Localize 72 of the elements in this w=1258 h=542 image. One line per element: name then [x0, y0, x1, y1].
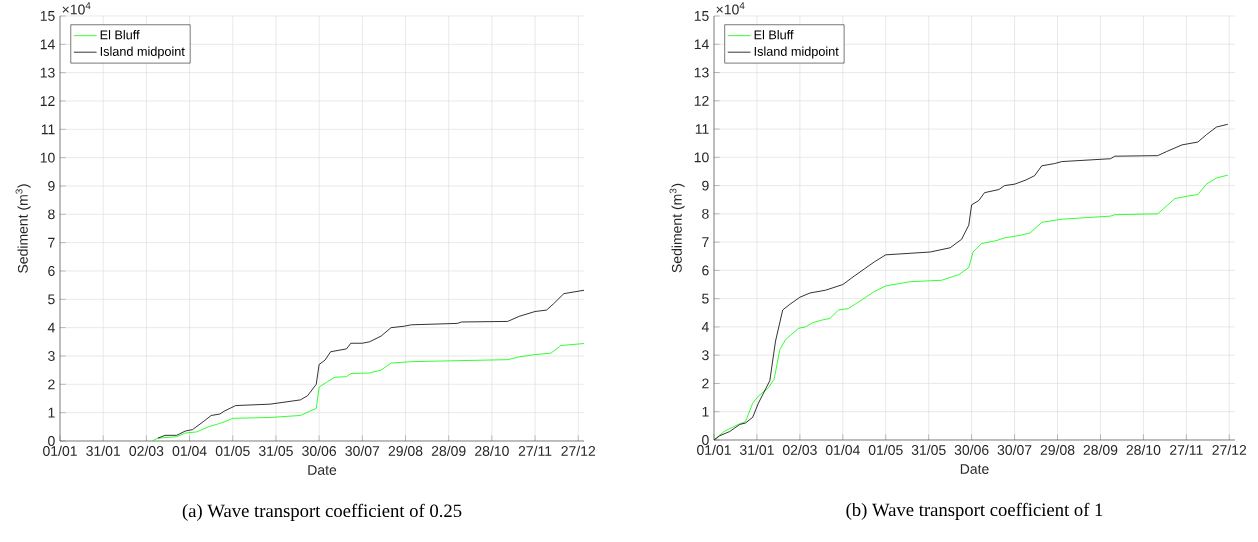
y-tick-label: 4	[701, 322, 709, 332]
legend-label: Island midpoint	[100, 46, 185, 59]
y-tick-label: 12	[40, 96, 55, 106]
text: ×10$^{4}$	[716, 2, 745, 15]
x-tick-label: 31/01	[86, 445, 121, 456]
x-axis-title: Date	[960, 464, 989, 474]
y-tick-label: 9	[702, 180, 709, 191]
x-tick-label: 27/11	[518, 445, 552, 456]
y-tick-label: 10	[40, 152, 55, 163]
y-tick-label: 8	[48, 209, 55, 220]
y-tick-label: 2	[48, 379, 55, 390]
y-tick-label: 11	[695, 124, 709, 134]
y-tick-label: 1	[702, 406, 709, 417]
y-tick-label: 8	[702, 208, 709, 219]
y-tick-label: 6	[702, 265, 709, 276]
y-tick-label: 7	[702, 237, 709, 247]
y-tick-label: 4	[47, 322, 55, 333]
x-tick-label: 01/05	[215, 445, 250, 456]
y-tick-label: 5	[702, 293, 709, 304]
y-tick-label: 7	[48, 237, 55, 248]
x-axis-title: Date	[308, 465, 337, 475]
x-tick-label: 01/04	[825, 444, 860, 455]
x-tick-label: 30/07	[345, 445, 380, 456]
x-tick-label: 01/01	[697, 444, 731, 455]
x-tick-label: 30/06	[954, 444, 989, 455]
y-tick-label: 15	[694, 11, 709, 21]
y-tick-label: 12	[694, 95, 709, 106]
y-tick-label: 11	[41, 124, 55, 135]
legend-label: El Bluff	[754, 30, 794, 40]
x-tick-label: 28/10	[1126, 444, 1161, 455]
y-tick-label: 0	[48, 436, 55, 446]
y-tick-label: 10	[694, 152, 709, 163]
x-tick-label: 01/05	[868, 444, 903, 455]
x-tick-label: 27/12	[1212, 444, 1247, 455]
y-tick-label: 5	[48, 294, 55, 305]
x-tick-label: 27/11	[1170, 444, 1203, 455]
line-series	[157, 289, 585, 439]
line-series	[151, 343, 585, 442]
x-tick-label: 02/03	[129, 445, 164, 456]
y-axis-title: Sediment (m$^{3}$)	[15, 184, 31, 273]
y-tick-label: 15	[40, 11, 55, 21]
x-tick-label: 02/03	[782, 444, 817, 455]
y-tick-label: 0	[702, 435, 709, 445]
x-tick-label: 29/08	[1040, 444, 1075, 455]
x-tick-label: 28/10	[475, 445, 509, 456]
y-tick-label: 14	[694, 39, 709, 50]
y-tick-label: 6	[48, 266, 55, 276]
y-tick-label: 1	[48, 407, 55, 418]
y-tick-label: 9	[48, 181, 55, 191]
y-tick-label: 3	[48, 351, 55, 361]
legend-label: El Bluff	[100, 30, 140, 40]
x-tick-label: 29/08	[388, 445, 423, 456]
x-tick-label: 01/04	[172, 445, 207, 456]
y-tick-label: 3	[702, 350, 709, 361]
x-tick-label: 30/07	[997, 444, 1032, 455]
x-tick-label: 31/05	[258, 445, 293, 456]
y-tick-label: 13	[694, 67, 709, 78]
y-tick-label: 2	[702, 378, 709, 389]
x-tick-label: 30/06	[302, 445, 337, 456]
text: (a) Wave transport coefficient of 0.25	[182, 503, 462, 521]
legend-label: Island midpoint	[754, 46, 839, 59]
y-tick-label: 13	[40, 67, 55, 78]
y-axis-title: Sediment (m$^{3}$)	[669, 183, 685, 273]
x-tick-label: 31/01	[739, 444, 774, 455]
y-tick-label: 14	[40, 39, 55, 50]
x-tick-label: 27/12	[561, 445, 596, 456]
text: (b) Wave transport coefficient of 1	[846, 502, 1103, 520]
x-tick-label: 28/09	[431, 445, 466, 456]
text: ×10$^{4}$	[62, 2, 91, 15]
x-tick-label: 31/05	[911, 444, 946, 455]
x-tick-label: 01/01	[43, 445, 77, 456]
x-tick-label: 28/09	[1083, 444, 1118, 455]
